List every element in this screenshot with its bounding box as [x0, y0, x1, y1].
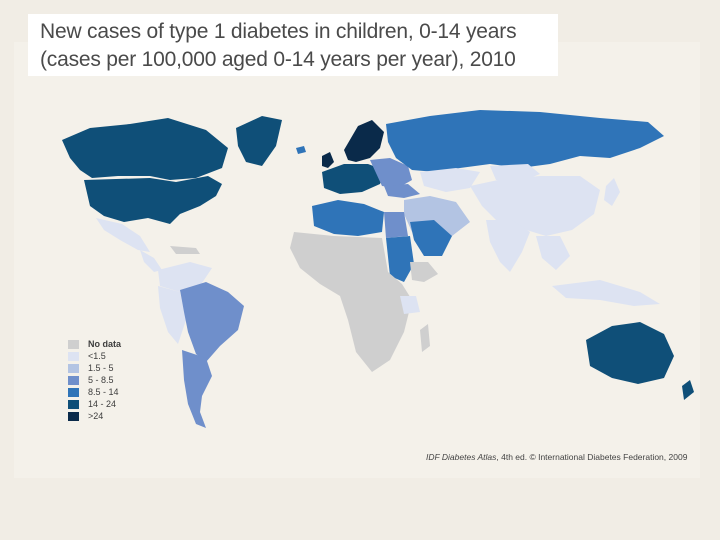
map-subtitle: (cases per 100,000 aged 0-14 years per y…: [40, 48, 516, 71]
atlas-name: IDF Diabetes Atlas: [426, 452, 497, 462]
legend-item: <1.5: [68, 350, 121, 362]
legend-item: >24: [68, 410, 121, 422]
region-caribbean: [170, 246, 200, 254]
legend-swatch: [68, 339, 79, 349]
region-kazakhstan: [420, 168, 480, 192]
region-sudan: [386, 236, 414, 282]
legend-label: 5 - 8.5: [88, 375, 114, 385]
legend-item: No data: [68, 338, 121, 350]
region-central-america: [140, 250, 162, 272]
region-canada: [62, 118, 228, 180]
legend-swatch: [68, 351, 79, 361]
region-japan: [604, 178, 620, 206]
region-east-africa: [400, 296, 420, 314]
region-saudi: [410, 220, 452, 256]
region-turkey: [384, 184, 420, 198]
map-title: New cases of type 1 diabetes in children…: [40, 20, 517, 43]
legend-label: >24: [88, 411, 104, 421]
region-russia: [386, 110, 664, 172]
region-usa: [84, 176, 222, 224]
legend-label: 1.5 - 5: [88, 363, 114, 373]
legend-label: <1.5: [88, 351, 106, 361]
region-southern-cone: [182, 350, 212, 428]
legend-swatch: [68, 375, 79, 385]
legend-label: No data: [88, 339, 122, 349]
credit-text: , 4th ed. © International Diabetes Feder…: [496, 452, 688, 462]
region-australia: [586, 322, 674, 384]
region-se-asia: [536, 236, 570, 270]
region-north-africa: [312, 200, 384, 236]
source-credit: IDF Diabetes Atlas, 4th ed. © Internatio…: [426, 452, 687, 462]
region-greenland: [236, 116, 282, 166]
region-indonesia: [552, 280, 660, 306]
region-eastern-europe: [370, 158, 412, 188]
legend-item: 14 - 24: [68, 398, 121, 410]
legend-swatch: [68, 399, 79, 409]
legend-item: 5 - 8.5: [68, 374, 121, 386]
region-new-zealand: [682, 380, 694, 400]
region-india: [486, 220, 530, 272]
title-box: New cases of type 1 diabetes in children…: [28, 14, 558, 76]
legend-item: 1.5 - 5: [68, 362, 121, 374]
legend-item: 8.5 - 14: [68, 386, 121, 398]
legend-swatch: [68, 387, 79, 397]
region-horn: [410, 262, 438, 282]
legend: No data <1.5 1.5 - 5 5 - 8.5 8.5 - 14 14…: [68, 338, 121, 422]
region-madagascar: [420, 324, 430, 352]
legend-swatch: [68, 411, 79, 421]
region-western-europe: [322, 164, 384, 194]
region-brazil: [180, 282, 244, 362]
region-andes: [158, 286, 186, 344]
region-uk: [322, 152, 334, 168]
region-iceland: [296, 146, 306, 154]
region-scandinavia: [344, 120, 384, 162]
region-mexico: [96, 218, 150, 252]
region-egypt: [384, 212, 408, 238]
legend-swatch: [68, 363, 79, 373]
region-africa-no-data: [290, 232, 412, 372]
legend-label: 8.5 - 14: [88, 387, 119, 397]
legend-label: 14 - 24: [88, 399, 117, 409]
